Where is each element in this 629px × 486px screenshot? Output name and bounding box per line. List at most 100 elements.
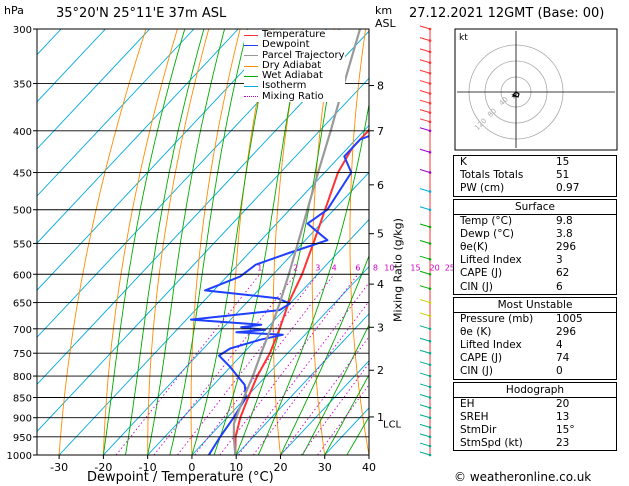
hodograph-ring-label: 80 — [486, 107, 498, 119]
wind-barb-dot — [428, 272, 432, 276]
table-row: StmDir 15° — [454, 424, 616, 437]
row-value: 4 — [556, 339, 563, 352]
indices-box: K 15 Totals Totals 51 PW (cm) 0.97 — [453, 155, 617, 197]
wind-barb — [419, 325, 431, 330]
row-label: StmSpd (kt) — [460, 437, 523, 450]
wind-barb — [419, 127, 431, 132]
wind-barb — [419, 285, 431, 290]
wind-barb-dot — [428, 314, 432, 318]
pressure-label: 900 — [13, 414, 32, 425]
wind-barb — [419, 69, 431, 74]
isotherm-line — [37, 29, 239, 244]
wind-barb-dot — [428, 426, 432, 429]
pressure-label: 300 — [13, 25, 32, 36]
x-tick-label: -20 — [94, 461, 112, 474]
km-label: 8 — [377, 80, 384, 93]
wind-barb-dot — [428, 406, 432, 410]
isotherm-line — [280, 360, 369, 455]
row-value: 20 — [556, 397, 570, 410]
row-label: CIN (J) — [460, 280, 493, 293]
row-label: CAPE (J) — [460, 352, 503, 365]
isotherm-line — [37, 77, 369, 433]
wind-barb — [419, 394, 431, 398]
copyright: © weatheronline.co.uk — [454, 470, 592, 484]
row-value: 15° — [556, 424, 575, 436]
pressure-label: 1000 — [7, 451, 32, 462]
legend-item: Parcel Trajectory — [244, 50, 345, 61]
x-tick-label: 10 — [229, 461, 243, 474]
mixing-ratio-label: 6 — [355, 263, 360, 272]
table-row: Totals Totals 51 — [454, 169, 616, 182]
legend: Temperature Dewpoint Parcel Trajectory Dry … — [244, 29, 345, 103]
wind-barb-dot — [428, 351, 432, 355]
legend-label: Mixing Ratio — [262, 90, 324, 102]
wind-barb — [419, 442, 431, 447]
row-value: 0.97 — [556, 182, 580, 195]
table-row: Pressure (mb) 1005 — [454, 313, 616, 326]
wind-barb — [419, 59, 431, 64]
asl-label: ASL — [375, 17, 396, 30]
pressure-label: 700 — [13, 325, 32, 336]
wind-barb — [419, 109, 431, 114]
row-label: Dewp (°C) — [460, 227, 514, 240]
row-value: 3 — [556, 254, 563, 267]
storm-motion-marker: ✶ — [510, 92, 518, 102]
legend-swatch — [244, 65, 258, 67]
pressure-label: 550 — [13, 239, 32, 250]
pressure-label: 750 — [13, 349, 32, 360]
legend-swatch — [244, 55, 258, 57]
wind-barb-dot — [428, 327, 432, 331]
legend-swatch — [244, 34, 258, 36]
wind-barb-dot — [428, 129, 432, 133]
legend-item: Temperature — [244, 29, 345, 40]
mixing-ratio-line — [238, 282, 369, 455]
table-row: K 15 — [454, 156, 616, 169]
wind-barb — [419, 255, 431, 260]
km-label: 3 — [377, 321, 384, 334]
table-row: Lifted Index 4 — [454, 339, 616, 352]
wind-barb — [419, 48, 431, 53]
legend-label: Temperature — [262, 29, 326, 40]
x-tick-label: -30 — [50, 461, 68, 474]
row-value: 1005 — [556, 312, 583, 325]
datetime-title: 27.12.2021 12GMT (Base: 00) — [409, 6, 605, 21]
wind-barb-dot — [428, 453, 432, 457]
wind-barb-dot — [428, 301, 432, 304]
table-row: θe(K) 296 — [454, 241, 616, 254]
mixing-ratio-label: 2 — [293, 263, 298, 272]
x-tick-label: 20 — [273, 461, 287, 474]
isotherm-line — [147, 218, 369, 455]
hodograph-frame — [454, 28, 618, 151]
wind-barb-dot — [428, 396, 432, 399]
km-label: 1 — [377, 411, 384, 424]
x-tick-label: 40 — [362, 461, 376, 474]
surface-box: Surface Temp (°C) 9.8 Dewp (°C) 3.8 θe(K) 296 L… — [453, 198, 617, 295]
wind-barb-dot — [428, 71, 432, 75]
mixing-ratio-label: 10 — [384, 263, 394, 272]
wind-barb — [419, 299, 431, 304]
wind-barb — [419, 372, 431, 377]
legend-label: Isotherm — [262, 80, 307, 92]
row-label: K — [460, 156, 467, 168]
isotherm-line — [235, 313, 369, 455]
row-label: θe(K) — [460, 240, 488, 253]
row-label: CAPE (J) — [460, 267, 503, 280]
wet-adiabat — [324, 373, 369, 455]
table-row: EH 20 — [454, 398, 616, 411]
wind-barb-dot — [428, 339, 432, 343]
table-row: CAPE (J) 62 — [454, 267, 616, 280]
row-label: Totals Totals — [460, 169, 524, 182]
wind-barb — [419, 99, 431, 104]
indices-table: K 15 Totals Totals 51 PW (cm) 0.97 Surface Tem… — [453, 155, 617, 452]
table-row: SREH 13 — [454, 411, 616, 424]
row-label: EH — [460, 397, 475, 410]
table-row: Lifted Index 3 — [454, 254, 616, 267]
pressure-label: 500 — [13, 206, 32, 217]
wind-barb-dot — [428, 101, 432, 105]
hodograph-trace — [511, 91, 520, 98]
wind-barb-dot — [428, 190, 432, 193]
wind-barb — [419, 37, 431, 42]
mixing-ratio-label: 8 — [373, 263, 378, 272]
row-label: θe (K) — [460, 325, 492, 338]
